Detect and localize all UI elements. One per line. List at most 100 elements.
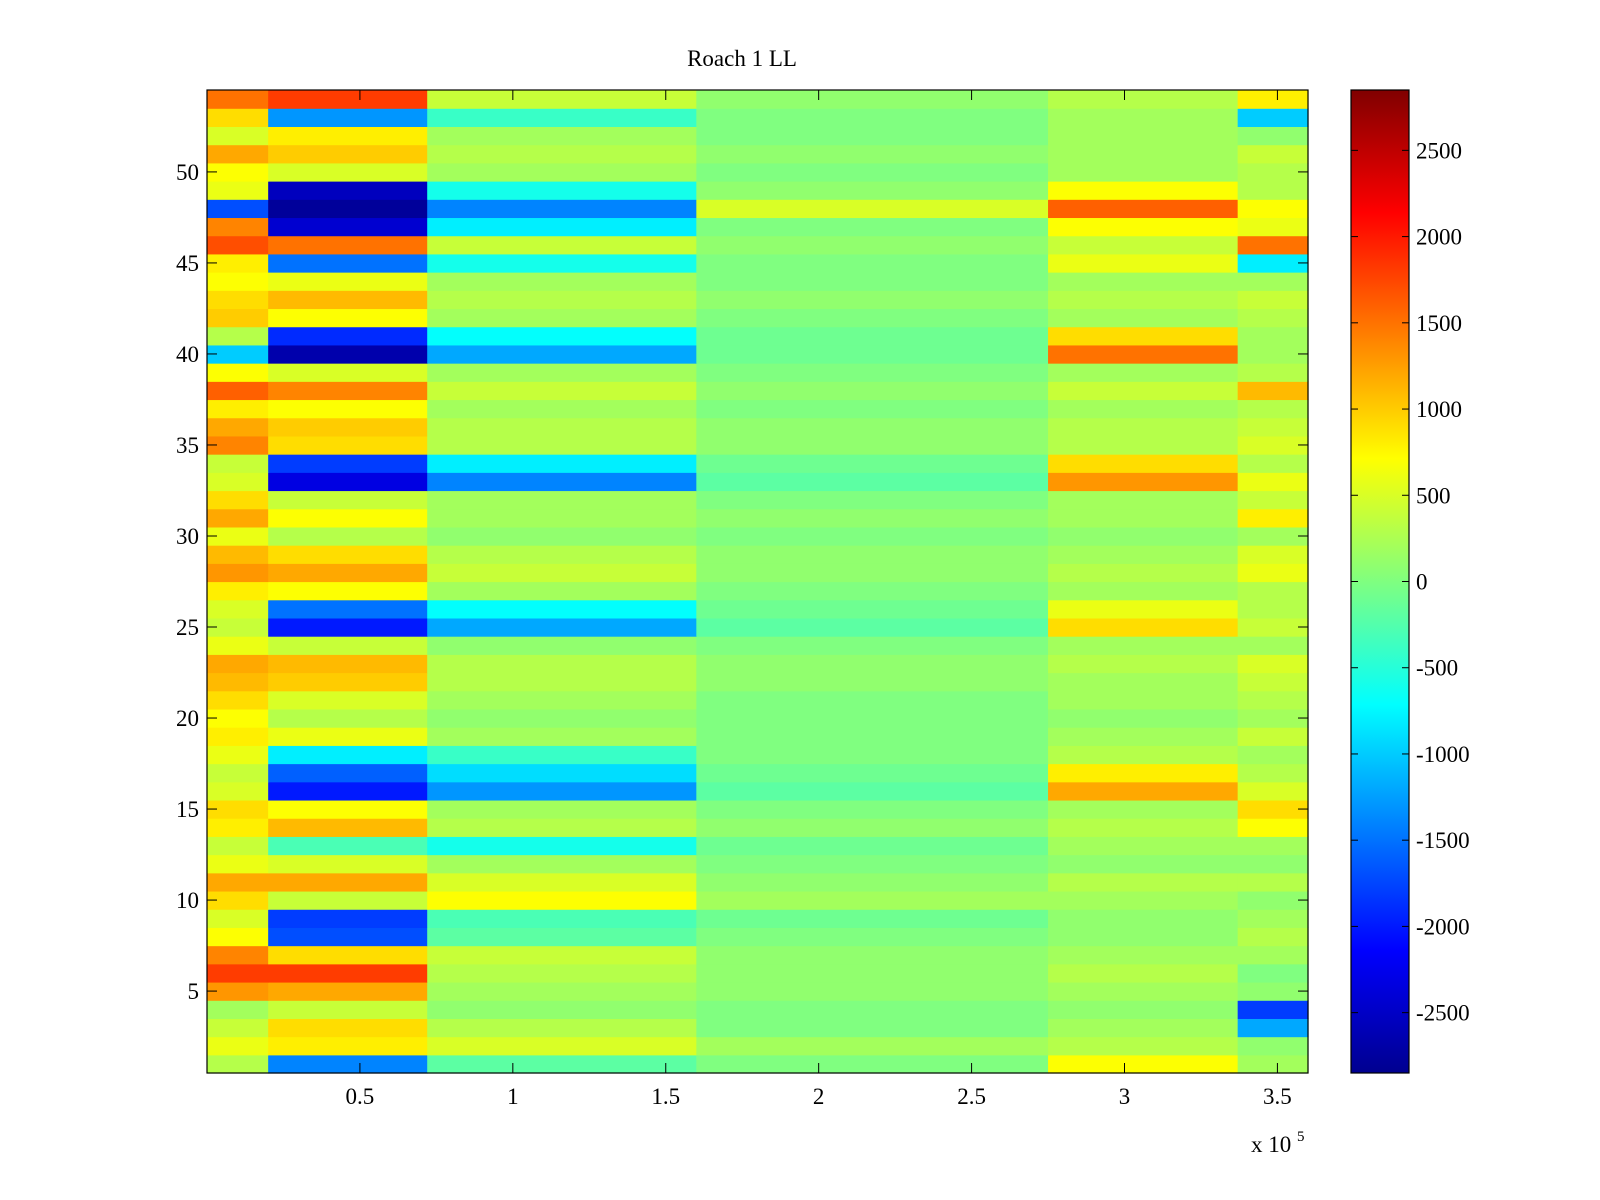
heatmap-cell [1048, 854, 1239, 874]
heatmap-cell [1237, 763, 1309, 783]
heatmap-cell [1237, 909, 1309, 928]
heatmap-cell [268, 854, 428, 874]
heatmap-cell [268, 363, 428, 382]
heatmap-cell [207, 308, 269, 328]
heatmap-cell [427, 890, 697, 910]
heatmap-cell [1048, 581, 1239, 601]
heatmap-cell [268, 326, 428, 346]
heatmap-cell [207, 108, 269, 127]
colorbar [1350, 89, 1410, 1074]
heatmap-cell [207, 290, 269, 310]
heatmap-cell [427, 381, 697, 401]
heatmap-cell [696, 162, 1049, 182]
heatmap-cell [207, 872, 269, 892]
heatmap-cell [696, 217, 1049, 237]
heatmap-cell [696, 108, 1049, 127]
heatmap-cell [696, 1054, 1049, 1074]
heatmap-cell [268, 781, 428, 801]
heatmap-cell [1048, 799, 1239, 819]
heatmap-cell [1048, 636, 1239, 655]
heatmap-cell [427, 872, 697, 892]
heatmap-cell [427, 617, 697, 637]
heatmap-cell [268, 199, 428, 219]
heatmap-cell [1048, 253, 1239, 273]
heatmap-cell [1048, 144, 1239, 164]
x-tick-label: 1 [507, 1084, 519, 1109]
heatmap-cell [696, 836, 1049, 856]
heatmap-cell [427, 454, 697, 473]
heatmap-cell [1237, 1036, 1309, 1056]
heatmap-cell [207, 399, 269, 419]
heatmap-cell [1237, 308, 1309, 328]
heatmap-cell [696, 344, 1049, 364]
x-axis-multiplier-base: x 10 [1251, 1132, 1291, 1157]
heatmap-cell [1237, 90, 1309, 109]
heatmap-cell [1237, 836, 1309, 856]
heatmap-cell [1048, 599, 1239, 619]
heatmap-cell [207, 454, 269, 473]
heatmap-cell [268, 490, 428, 510]
heatmap-cell [1048, 417, 1239, 437]
heatmap-cell [427, 90, 697, 109]
heatmap-cell [1237, 1000, 1309, 1019]
heatmap-cell [1237, 290, 1309, 310]
heatmap-cell [1237, 472, 1309, 492]
heatmap-cell [1048, 235, 1239, 255]
heatmap-cell [427, 472, 697, 492]
colorbar-tick-label: 2500 [1416, 138, 1462, 163]
heatmap-cell [696, 326, 1049, 346]
heatmap-cell [1048, 381, 1239, 401]
heatmap-cell [1237, 799, 1309, 819]
heatmap-cell [268, 1000, 428, 1019]
heatmap-cell [696, 545, 1049, 564]
heatmap-cell [1237, 854, 1309, 874]
heatmap-cell [207, 344, 269, 364]
heatmap-cell [427, 399, 697, 419]
heatmap-cell [1048, 927, 1239, 947]
heatmap-cell [1048, 108, 1239, 127]
heatmap-cell [427, 927, 697, 947]
colorbar-tick-label: -2500 [1416, 1001, 1470, 1026]
heatmap-cell [696, 90, 1049, 109]
heatmap-cell [207, 417, 269, 437]
heatmap-cell [1048, 272, 1239, 291]
heatmap-cell [1048, 545, 1239, 564]
colorbar-tick-label: 1500 [1416, 311, 1462, 336]
heatmap-cell [696, 981, 1049, 1001]
heatmap-cell [427, 763, 697, 783]
heatmap-cell [696, 745, 1049, 765]
heatmap-cell [268, 563, 428, 583]
heatmap-cell [207, 963, 269, 983]
heatmap-cell [427, 708, 697, 728]
heatmap-cell [207, 526, 269, 546]
heatmap-cell [207, 654, 269, 674]
heatmap-cell [1048, 217, 1239, 237]
heatmap-cell [268, 927, 428, 947]
heatmap-cell [1237, 363, 1309, 382]
heatmap-cell [696, 945, 1049, 965]
heatmap-cell [268, 690, 428, 710]
heatmap-cell [427, 308, 697, 328]
colorbar-tick-label: 1000 [1416, 397, 1462, 422]
heatmap-cell [427, 344, 697, 364]
heatmap-cell [207, 799, 269, 819]
heatmap-cell [696, 253, 1049, 273]
heatmap-cell [696, 708, 1049, 728]
heatmap-cell [268, 526, 428, 546]
x-tick-label: 2.5 [957, 1084, 986, 1109]
heatmap-cell [427, 144, 697, 164]
heatmap-cell [696, 417, 1049, 437]
heatmap-cell [268, 308, 428, 328]
heatmap-cell [1048, 836, 1239, 856]
heatmap-cell [696, 963, 1049, 983]
heatmap-cell [207, 90, 269, 109]
heatmap-cell [268, 745, 428, 765]
chart-title: Roach 1 LL [687, 46, 797, 71]
heatmap-cell [696, 381, 1049, 401]
colorbar-tick-label: -500 [1416, 656, 1458, 681]
heatmap-cell [427, 181, 697, 200]
x-axis-multiplier: x 10 5 [1251, 1129, 1305, 1157]
heatmap-cell [207, 763, 269, 783]
heatmap-cell [268, 763, 428, 783]
heatmap-cell [207, 181, 269, 200]
